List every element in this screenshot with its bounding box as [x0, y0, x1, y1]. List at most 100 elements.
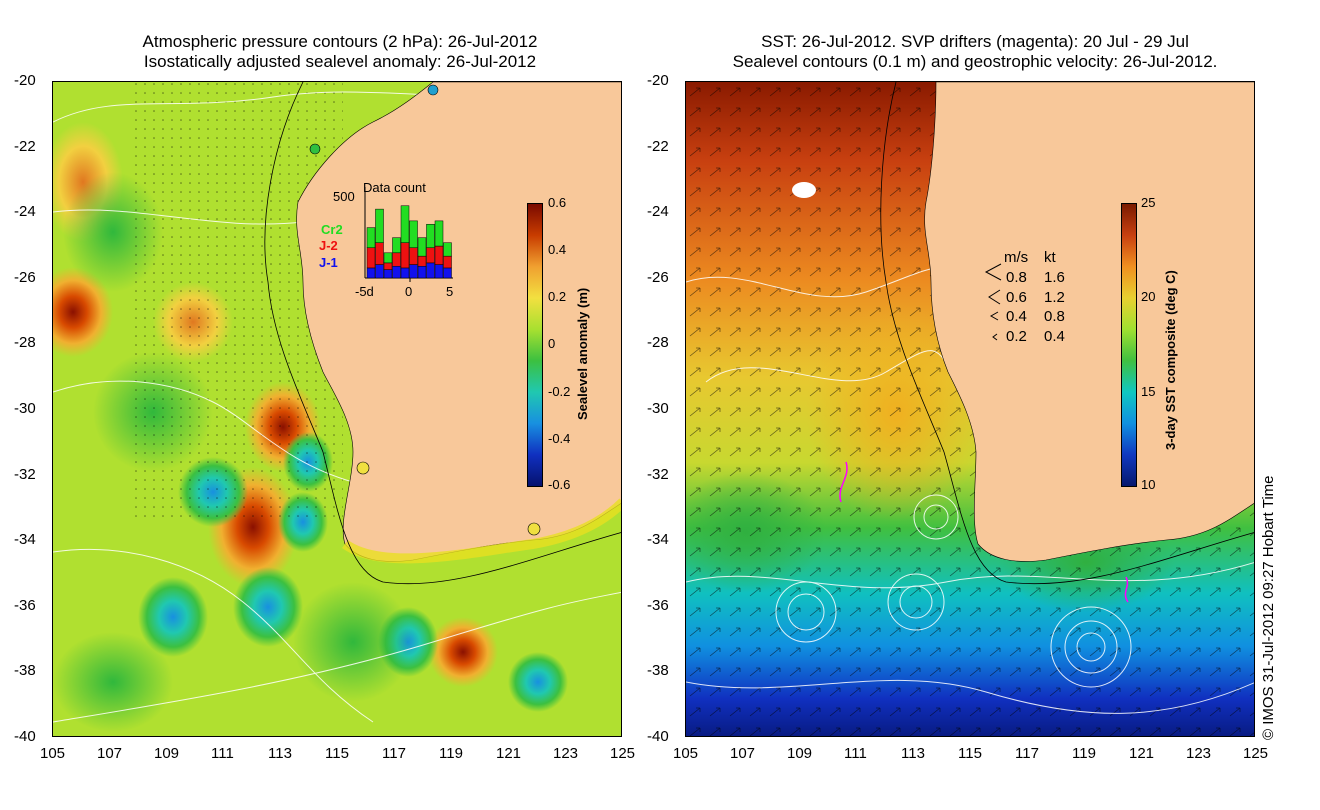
x-tick-label: 123 — [553, 745, 579, 762]
left-map-svg — [53, 82, 621, 736]
inset-bar-cr2 — [366, 227, 376, 249]
y-tick-label: -34 — [14, 531, 36, 549]
left-cb-label: Sealevel anomaly (m) — [575, 287, 590, 420]
left-cb-tick: -0.4 — [548, 431, 571, 446]
x-tick-label: 109 — [154, 745, 180, 762]
y-tick-label: -20 — [14, 72, 36, 89]
y-tick-label: -30 — [647, 400, 669, 417]
x-tick-label: 107 — [730, 745, 756, 762]
anomaly-blob — [293, 582, 413, 702]
inset-bar-cr2 — [392, 237, 401, 254]
left-map-title: Atmospheric pressure contours (2 hPa): 2… — [60, 32, 620, 72]
inset-bar-j2 — [400, 242, 410, 269]
tide-gauge-marker[interactable] — [527, 522, 541, 536]
speed-legend-ms: 0.8 — [1006, 269, 1027, 286]
tide-gauge-marker[interactable] — [309, 143, 321, 155]
anomaly-blob — [233, 567, 303, 647]
inset-bar-j1 — [383, 269, 393, 279]
inset-bar-j1 — [392, 265, 401, 279]
speed-legend-ms: 0.2 — [1006, 328, 1027, 345]
x-tick-label: 117 — [1015, 745, 1039, 762]
left-cb-tick: 0.4 — [548, 242, 567, 257]
y-tick-label: -28 — [647, 334, 669, 352]
left-cb-tick: 0.2 — [548, 289, 567, 304]
x-tick-label: 115 — [325, 745, 349, 762]
inset-bar-j2 — [366, 247, 376, 269]
inset-ymax: 500 — [333, 189, 355, 204]
inset-bars — [366, 205, 452, 279]
inset-x-tick: 5 — [446, 284, 454, 299]
speed-legend-kt: 0.8 — [1044, 308, 1065, 325]
inset-bar-cr2 — [383, 252, 393, 264]
inset-bar-cr2 — [400, 205, 410, 243]
right-cb-tick: 15 — [1141, 384, 1156, 399]
svp-drifter-track[interactable] — [1124, 576, 1129, 603]
speed-legend-header-ms: m/s — [1004, 249, 1029, 266]
right-colorbar — [1121, 203, 1137, 487]
inset-bar-j1 — [366, 267, 376, 279]
inset-title: Data count — [363, 180, 426, 195]
inset-legend-j2: J-2 — [319, 238, 338, 253]
left-colorbar — [527, 203, 543, 487]
tide-gauge-marker[interactable] — [427, 84, 439, 96]
y-tick-label: -40 — [647, 728, 669, 745]
left-map-title-line1: Atmospheric pressure contours (2 hPa): 2… — [142, 32, 538, 51]
inset-bar-cr2 — [409, 220, 418, 249]
inset-bar-j1 — [375, 264, 384, 279]
inset-bar-cr2 — [426, 223, 435, 249]
x-tick-label: 119 — [439, 745, 463, 762]
speed-legend-kt: 0.4 — [1044, 328, 1065, 345]
y-tick-label: -36 — [14, 596, 36, 614]
left-map-panel[interactable]: Data count 500 Cr2 J-2 J-1 -5d 0 5 — [52, 81, 622, 737]
svp-drifter-track[interactable] — [839, 461, 848, 503]
anomaly-blob — [428, 617, 498, 687]
x-tick-label: 117 — [382, 745, 406, 762]
right-map-title-line2: Sealevel contours (0.1 m) and geostrophi… — [732, 52, 1218, 71]
right-map-title-line1: SST: 26-Jul-2012. SVP drifters (magenta)… — [761, 32, 1189, 51]
inset-bar-j2 — [417, 255, 427, 267]
x-tick-label: 107 — [97, 745, 123, 762]
y-tick-label: -26 — [14, 268, 36, 286]
right-map-title: SST: 26-Jul-2012. SVP drifters (magenta)… — [690, 32, 1260, 72]
credit-text: © IMOS 31-Jul-2012 09:27 Hobart Time — [1260, 475, 1277, 740]
left-cb-tick: 0 — [548, 336, 556, 351]
y-tick-label: -36 — [647, 596, 669, 614]
australia-land — [924, 82, 1254, 562]
anomaly-blob — [53, 267, 113, 357]
speed-legend-ms: 0.4 — [1006, 308, 1027, 325]
right-cb-tick: 10 — [1141, 477, 1156, 492]
inset-bar-j2 — [443, 255, 452, 269]
right-map-panel[interactable]: m/s kt 0.8 1.6 0.6 1.2 0.4 0.8 0.2 0.4 — [685, 81, 1255, 737]
speed-legend-kt: 1.6 — [1044, 269, 1065, 286]
y-tick-label: -30 — [14, 400, 36, 417]
left-cb-tick: -0.2 — [548, 384, 571, 399]
tide-gauge-marker[interactable] — [356, 461, 370, 475]
x-tick-label: 111 — [211, 745, 234, 762]
inset-bar-j1 — [417, 265, 427, 279]
inset-bar-j1 — [400, 267, 410, 279]
shelf-contour — [880, 82, 1254, 585]
x-tick-label: 105 — [673, 745, 699, 762]
y-tick-label: -26 — [647, 268, 669, 286]
y-tick-label: -38 — [647, 662, 669, 680]
x-tick-label: 123 — [1186, 745, 1212, 762]
y-tick-label: -24 — [647, 203, 669, 221]
x-tick-label: 121 — [1129, 745, 1155, 762]
data-count-inset — [364, 187, 453, 282]
inset-bar-cr2 — [417, 237, 427, 257]
inset-bar-j1 — [443, 267, 452, 279]
left-cb-tick: 0.6 — [548, 195, 567, 210]
x-tick-label: 109 — [787, 745, 813, 762]
inset-bar-j2 — [434, 245, 444, 265]
cloud-patch — [792, 182, 816, 198]
x-tick-label: 125 — [610, 745, 636, 762]
x-tick-label: 121 — [496, 745, 522, 762]
speed-legend-ms: 0.6 — [1006, 289, 1027, 306]
anomaly-blob — [508, 652, 568, 712]
inset-x-tick: 0 — [405, 284, 413, 299]
inset-bar-j2 — [383, 262, 393, 270]
inset-bar-j1 — [426, 262, 435, 279]
y-tick-label: -32 — [14, 465, 36, 483]
shelf-contour — [264, 82, 621, 585]
x-tick-label: 113 — [268, 745, 292, 762]
